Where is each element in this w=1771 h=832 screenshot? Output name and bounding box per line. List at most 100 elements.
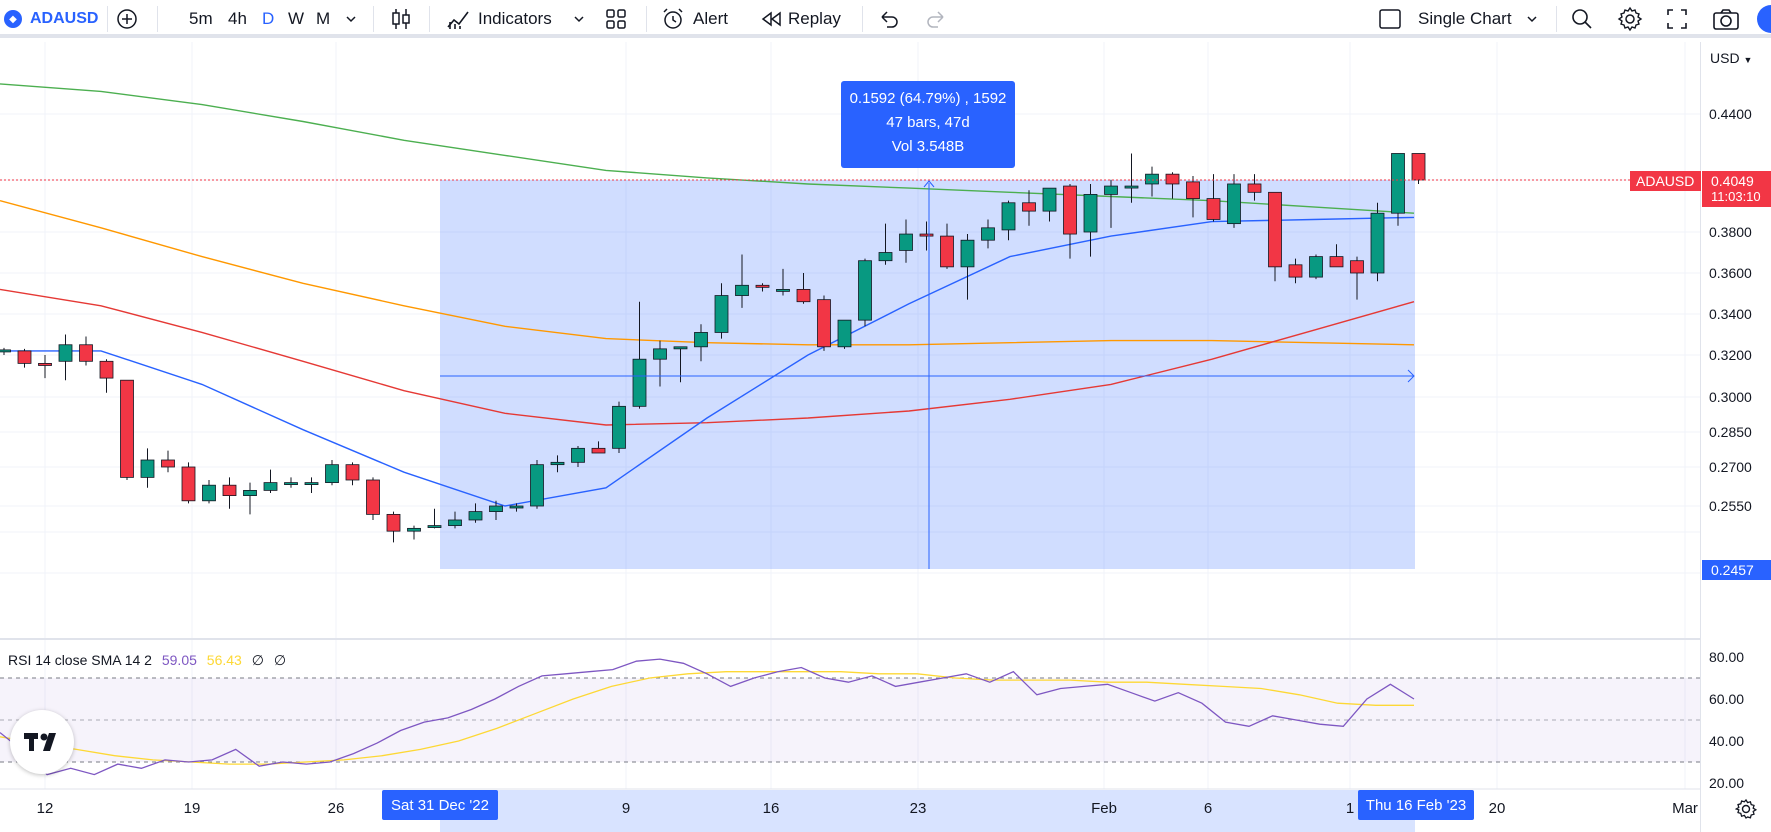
snapshot-button[interactable] [1712,0,1740,38]
tv-logo-icon [24,733,56,751]
rsi-extra-value-2: ∅ [273,652,287,668]
candle-body [714,295,729,333]
undo-button[interactable] [878,0,900,38]
candles-icon [390,7,412,31]
indicators-icon [446,8,470,30]
chart-pane[interactable]: 0.1592 (64.79%) , 1592 47 bars, 47d Vol … [0,42,1700,832]
ma-blue-line [0,216,1415,507]
currency-selector[interactable]: USD ▼ [1710,50,1752,66]
interval-5m[interactable]: 5m [189,0,213,38]
candle-body [263,482,278,491]
chart-type-button[interactable] [390,0,412,38]
price-tick-label: 0.3200 [1709,347,1752,363]
measure-volume: Vol 3.548B [891,138,965,155]
rsi-value: 59.05 [161,652,197,668]
candle-body [489,505,503,512]
moving-average-lines [0,83,1415,507]
measure-tooltip: 0.1592 (64.79%) , 1592 47 bars, 47d Vol … [841,81,1015,168]
publish-circle-icon [1757,5,1771,33]
candle-body [38,362,52,366]
candle-body [960,239,975,268]
price-tick-label: 0.3400 [1709,306,1752,322]
indicators-dropdown[interactable] [573,0,585,38]
candle-body [79,344,93,362]
interval-4h[interactable]: 4h [228,0,247,38]
rsi-extra-value-1: ∅ [251,652,264,668]
compare-button[interactable] [116,0,138,38]
candle-body [1329,256,1344,268]
rsi-legend[interactable]: RSI 14 close SMA 14 2 59.05 56.43 ∅ ∅ [8,652,286,669]
price-axis[interactable]: USD ▼ 0.4400 0.3800 0.3600 0.3400 0.3200 0.30… [1700,42,1771,832]
candle-body [0,349,11,353]
search-button[interactable] [1570,0,1594,38]
candle-body [1268,191,1282,268]
time-tick-label: 9 [621,800,631,817]
candle-body [345,464,360,481]
time-tick-label: Mar [1672,800,1698,817]
chart-canvas[interactable] [0,42,1700,832]
interval-d-label: D [262,9,275,28]
symbol-label: ADAUSD [30,10,99,27]
tradingview-logo[interactable] [10,710,74,774]
candle-body [386,513,401,532]
last-price-badge: 0.4049 11:03:10 [1702,171,1771,207]
candle-body [858,260,872,321]
candle-body [694,332,708,348]
candle-body [591,447,606,454]
indicators-label: Indicators [478,9,552,28]
publish-button[interactable] [1757,0,1771,38]
candle-body [837,319,852,348]
chevron-down-icon: ▼ [1743,55,1753,65]
candle-body [448,519,462,526]
symbol-selector[interactable]: ◆ ADAUSD [4,0,98,38]
indicators-button[interactable]: Indicators [446,0,552,38]
rsi-sma-line [0,671,1414,765]
candle-body [878,252,893,262]
candle-body [181,466,196,502]
settings-button[interactable] [1617,0,1643,38]
redo-icon [925,9,947,29]
candle-body [1206,198,1221,220]
candle-body [530,464,544,507]
candle-body [202,484,216,502]
measure-arrow-head-up [923,180,935,188]
candle-body [243,489,257,496]
templates-button[interactable] [605,0,627,38]
fullscreen-icon [1666,8,1688,30]
candle-body [940,235,954,268]
range-low-badge: 0.2457 [1702,560,1771,580]
ma-red-line [0,288,1415,426]
candle-body [325,464,339,483]
candle-body [1350,260,1364,274]
interval-w[interactable]: W [288,0,304,38]
undo-icon [878,9,900,29]
candle-body [817,299,831,348]
single-layout-icon [1378,8,1402,30]
candle-body [796,288,811,303]
time-tick-label: 1 [1345,800,1355,817]
candle-body [899,233,913,251]
price-tick-label: 0.3600 [1709,265,1752,281]
candle-body [427,525,442,528]
candle-body [509,505,524,509]
chevron-down-icon [573,13,585,25]
price-tick-label: 0.3000 [1709,389,1752,405]
interval-4h-label: 4h [228,9,247,28]
alert-button[interactable]: Alert [661,0,728,38]
candle-body [1227,183,1241,225]
candlestick-series [0,153,1426,543]
rsi-title: RSI 14 close SMA 14 2 [8,652,152,668]
interval-d[interactable]: D [262,0,274,38]
interval-m[interactable]: M [316,0,330,38]
fullscreen-button[interactable] [1666,0,1688,38]
interval-dropdown[interactable] [345,0,357,38]
candle-body [1309,256,1323,278]
candle-body [919,233,934,237]
redo-button[interactable] [925,0,947,38]
replay-button[interactable]: Replay [760,0,841,38]
rsi-lines [0,658,1415,776]
candle-body [1165,173,1180,185]
layout-selector[interactable]: Single Chart [1378,0,1538,38]
time-axis-settings-button[interactable] [1734,798,1758,825]
candle-body [1247,183,1262,193]
